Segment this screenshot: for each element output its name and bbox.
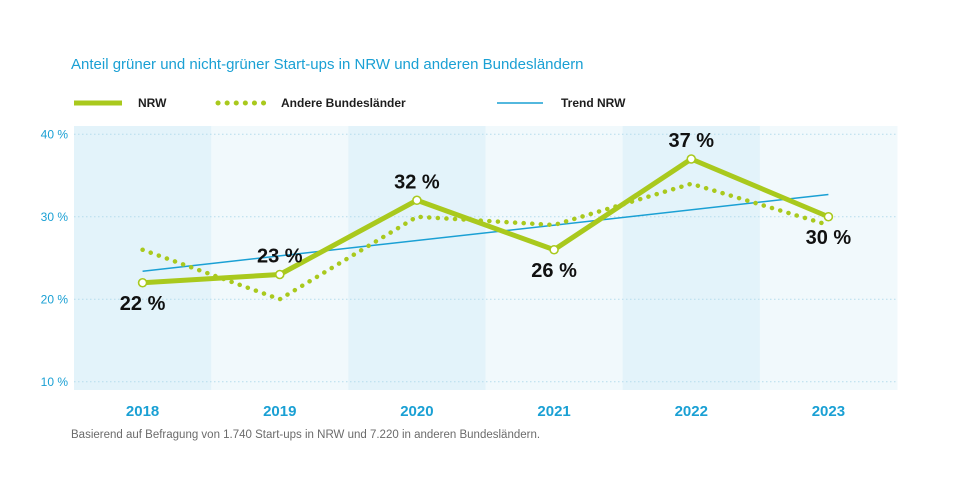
column-band-2018 xyxy=(74,126,212,390)
nrw-point-2019 xyxy=(274,269,285,280)
series-andere-bundeslaender xyxy=(140,181,831,302)
data-label-2018: 22 % xyxy=(120,293,166,315)
x-tick-label: 2019 xyxy=(263,403,296,420)
data-label-2021: 26 % xyxy=(531,260,577,282)
grid-lines xyxy=(74,133,897,383)
legend: NRW Andere Bundesländer Trend NRW xyxy=(72,92,932,114)
x-tick-label: 2021 xyxy=(537,403,570,420)
data-label-2019: 23 % xyxy=(257,246,303,268)
column-bands xyxy=(74,126,898,390)
legend-item-nrw: NRW xyxy=(72,92,166,114)
series-nrw xyxy=(137,154,834,288)
y-tick-label: 20 % xyxy=(41,292,69,306)
x-axis-ticks: 2018 2019 2020 2021 2022 2023 xyxy=(126,403,845,420)
column-band-2023 xyxy=(759,126,898,390)
y-tick-label: 10 % xyxy=(41,375,69,389)
legend-swatch-trend xyxy=(497,102,543,104)
andere-line xyxy=(140,181,831,302)
legend-label-trend: Trend NRW xyxy=(561,96,626,110)
footnote: Basierend auf Befragung von 1.740 Start-… xyxy=(71,429,541,441)
legend-swatch-nrw xyxy=(74,100,122,106)
nrw-point-2022 xyxy=(686,154,697,164)
nrw-line xyxy=(140,156,831,286)
data-labels: 22 % 23 % 32 % 26 % 37 % 30 % xyxy=(120,130,852,315)
nrw-point-2023 xyxy=(823,211,834,222)
data-label-2023: 30 % xyxy=(806,227,852,249)
y-tick-label: 40 % xyxy=(41,127,69,141)
y-tick-label: 30 % xyxy=(41,210,69,224)
data-label-2022: 37 % xyxy=(668,130,714,152)
nrw-point-2021 xyxy=(549,244,559,255)
data-label-2020: 32 % xyxy=(394,171,440,193)
nrw-point-2018 xyxy=(137,277,148,288)
legend-swatch-andere xyxy=(215,100,267,106)
legend-label-nrw: NRW xyxy=(138,96,167,110)
column-band-2020 xyxy=(348,126,486,390)
column-band-2021 xyxy=(485,126,624,390)
column-band-2022 xyxy=(622,126,761,390)
column-band-2019 xyxy=(211,126,349,390)
nrw-point-2020 xyxy=(412,195,422,206)
legend-item-trend: Trend NRW xyxy=(495,92,625,114)
x-tick-label: 2020 xyxy=(400,403,433,420)
legend-item-andere: Andere Bundesländer xyxy=(215,92,406,114)
x-tick-label: 2022 xyxy=(675,403,708,420)
series-trend-nrw xyxy=(142,193,829,272)
legend-label-andere: Andere Bundesländer xyxy=(281,96,406,110)
x-tick-label: 2023 xyxy=(812,403,845,420)
trend-line xyxy=(142,193,829,272)
chart-title: Anteil grüner und nicht-grüner Start-ups… xyxy=(71,56,584,73)
x-tick-label: 2018 xyxy=(126,403,159,420)
y-axis-ticks: 10 % 20 % 30 % 40 % xyxy=(41,127,69,389)
